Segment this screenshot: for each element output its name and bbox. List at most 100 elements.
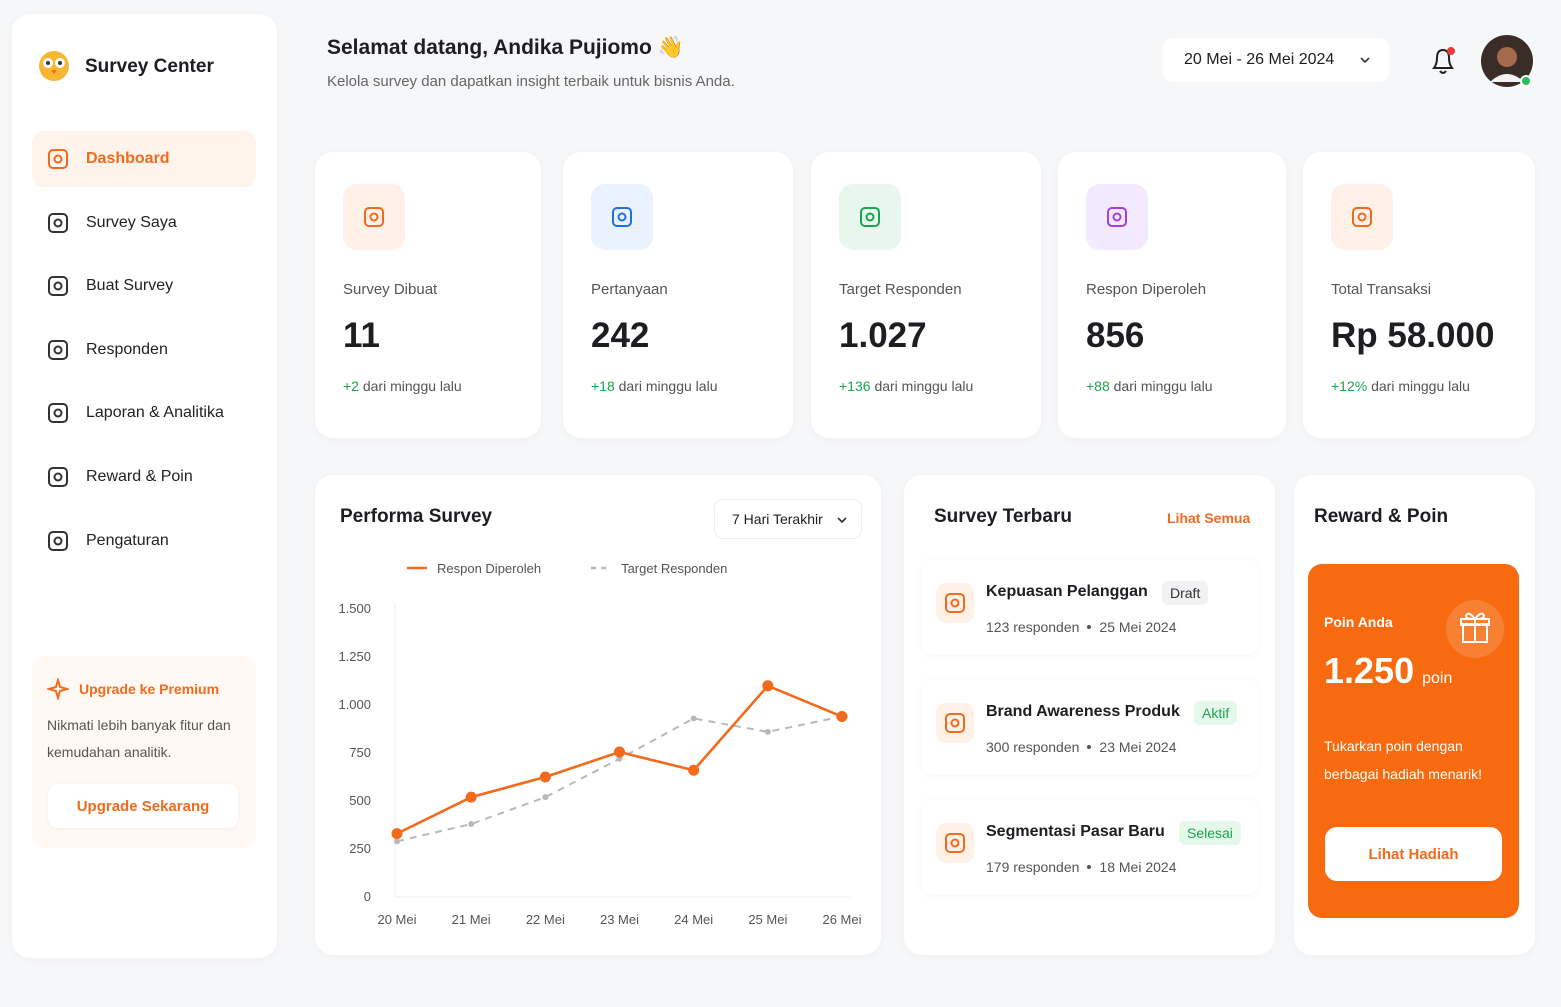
stat-value: 11 [343, 316, 380, 355]
data-point [542, 794, 549, 801]
date-picker[interactable]: 20 Mei - 26 Mei 2024 [1163, 38, 1389, 82]
icon-shape [945, 593, 965, 613]
stat-delta: +18 [591, 378, 615, 394]
reward-button[interactable]: Lihat Hadiah [1325, 827, 1502, 881]
see-all-link[interactable]: Lihat Semua [1167, 510, 1251, 526]
stat-icon [591, 184, 653, 250]
survey-item[interactable]: Segmentasi Pasar Baru Selesai 179 responde… [922, 799, 1258, 895]
reward-text: Tukarkan poin dengan berbagai hadiah men… [1324, 738, 1482, 782]
item-glyph [945, 593, 965, 613]
stat-icon [1331, 184, 1393, 250]
x-tick-label: 26 Mei [822, 912, 861, 927]
reward-title: Reward & Poin [1314, 506, 1449, 527]
notification-bell[interactable] [1428, 44, 1460, 78]
x-tick-label: 24 Mei [674, 912, 713, 927]
stat-change: +88 dari minggu lalu [1086, 378, 1212, 394]
stat-note: dari minggu lalu [1371, 378, 1470, 394]
points-label: Poin Anda [1324, 614, 1393, 630]
stat-change: +136 dari minggu lalu [839, 378, 973, 394]
stat-delta: +88 [1086, 378, 1110, 394]
item-date: 18 Mei 2024 [1099, 859, 1177, 875]
y-tick-label: 750 [349, 745, 371, 760]
icon-shape [53, 408, 63, 418]
stat-label: Target Responden [839, 281, 962, 298]
y-tick-label: 250 [349, 841, 371, 856]
stat-label: Total Transaksi [1331, 281, 1432, 298]
avatar[interactable] [1480, 34, 1536, 90]
data-point [394, 838, 400, 845]
upgrade-button[interactable]: Upgrade Sekarang [48, 784, 238, 828]
menu-icon [48, 403, 68, 424]
chevron [837, 517, 847, 524]
icon-shape [53, 345, 63, 355]
menu-label: Survey Saya [86, 213, 177, 231]
item-glyph [945, 833, 965, 853]
stat-glyph [1107, 207, 1127, 227]
stat-icon [343, 184, 405, 250]
data-point [614, 746, 625, 758]
status-badge: Aktif [1194, 701, 1238, 725]
separator [1087, 865, 1092, 869]
menu-icon [48, 212, 68, 233]
menu-icon [48, 467, 68, 487]
stat-note: dari minggu lalu [874, 378, 974, 394]
survey-item[interactable]: Brand Awareness Produk Aktif 300 responden… [922, 679, 1258, 775]
menu-item[interactable]: Reward & Poin [32, 449, 256, 505]
icon-shape [48, 212, 68, 233]
stat-glyph [612, 207, 632, 227]
stat-note: dari minggu lalu [362, 378, 462, 394]
item-glyph [945, 713, 965, 733]
separator [1087, 625, 1092, 629]
stat-value: 1.027 [839, 316, 927, 355]
reward-card: Reward & Poin Poin Anda 1.250 poin Tukar… [1294, 475, 1535, 955]
menu-item[interactable]: Dashboard [32, 131, 256, 187]
subtitle: Kelola survey dan dapatkan insight terba… [327, 73, 735, 90]
legend-label: Respon Diperoleh [437, 561, 541, 576]
promo-text: Nikmati lebih banyak fitur dan kemudahan… [47, 717, 231, 760]
gift-icon [1446, 600, 1504, 658]
stat-change: +2 dari minggu lalu [343, 378, 462, 394]
y-tick-label: 1.000 [338, 697, 371, 712]
stat-card: Respon Diperoleh 856 +88 dari minggu lalu [1058, 152, 1286, 438]
menu-item[interactable]: Pengaturan [32, 513, 256, 569]
icon-shape [48, 530, 68, 551]
greeting: Selamat datang, Andika Pujiomo 👋 [327, 36, 684, 59]
data-point [836, 711, 848, 723]
menu-item[interactable]: Survey Saya [32, 195, 256, 251]
data-point [690, 715, 697, 722]
icon-shape [1357, 212, 1367, 222]
logo [39, 51, 69, 81]
recent-title: Survey Terbaru [934, 506, 1072, 527]
data-point [465, 791, 477, 803]
menu-item[interactable]: Laporan & Analitika [32, 385, 256, 441]
item-icon [936, 583, 974, 623]
menu-item[interactable]: Responden [32, 322, 256, 378]
item-meta: 123 responden 25 Mei 2024 [986, 619, 1176, 635]
menu-item[interactable]: Buat Survey [32, 258, 256, 314]
item-name: Segmentasi Pasar Baru [986, 823, 1165, 840]
stat-value: 856 [1086, 316, 1145, 355]
item-name: Brand Awareness Produk [986, 703, 1180, 720]
status-badge: Draft [1162, 581, 1209, 605]
status-badge: Selesai [1179, 821, 1241, 845]
stat-icon [1086, 184, 1148, 250]
stat-icon [839, 184, 901, 250]
promo-title: Upgrade ke Premium [79, 681, 220, 697]
filter-label: 7 Hari Terakhir [732, 511, 823, 527]
points-unit: poin [1422, 670, 1453, 687]
icon-shape [369, 212, 379, 222]
x-tick-label: 25 Mei [748, 912, 787, 927]
stat-label: Respon Diperoleh [1086, 281, 1207, 298]
recent-card: Survey Terbaru Lihat Semua Kepuasan Pela… [904, 475, 1275, 955]
icon-shape [364, 207, 384, 227]
sparkle-icon [47, 678, 69, 700]
item-icon [936, 703, 974, 743]
survey-item[interactable]: Kepuasan Pelanggan Draft 123 responden 25 M… [922, 559, 1258, 655]
stat-label: Survey Dibuat [343, 281, 438, 298]
promo: Upgrade ke Premium Nikmati lebih banyak … [32, 656, 256, 848]
icon-shape [945, 713, 965, 733]
chart: 0 250 500 750 1.000 1.250 1.500 20 Mei 21 Mei 22 … [338, 561, 861, 927]
icon-shape [1107, 207, 1127, 227]
chart-filter[interactable]: 7 Hari Terakhir [714, 499, 862, 539]
y-tick-label: 0 [364, 889, 371, 904]
